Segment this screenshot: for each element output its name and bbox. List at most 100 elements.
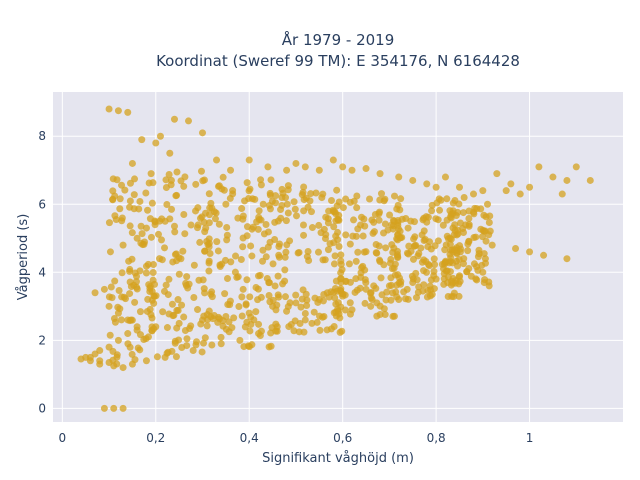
data-point: [465, 222, 473, 230]
data-point: [119, 364, 127, 372]
data-point: [300, 196, 308, 204]
data-point: [197, 167, 205, 175]
data-point: [190, 293, 198, 301]
data-point: [213, 238, 221, 246]
data-point: [404, 295, 412, 303]
data-point: [284, 303, 292, 311]
data-point: [316, 326, 324, 334]
data-point: [230, 314, 238, 322]
data-point: [170, 222, 178, 230]
data-point: [558, 190, 566, 198]
x-axis-label: Signifikant våghöjd (m): [262, 451, 414, 466]
data-point: [308, 224, 316, 232]
x-tick-label: 1: [526, 431, 534, 445]
data-point: [459, 209, 467, 217]
data-point: [229, 187, 237, 195]
data-point: [449, 259, 457, 267]
data-point: [348, 306, 356, 314]
data-point: [192, 180, 200, 188]
data-point: [200, 285, 208, 293]
data-point: [388, 241, 396, 249]
data-point: [223, 231, 231, 239]
data-point: [427, 286, 435, 294]
data-point: [189, 347, 197, 355]
data-point: [459, 260, 467, 268]
data-point: [201, 247, 209, 255]
data-point: [254, 225, 262, 233]
data-point: [180, 313, 188, 321]
data-point: [300, 328, 308, 336]
data-point: [214, 318, 222, 326]
data-point: [307, 208, 315, 216]
data-point: [395, 173, 403, 181]
data-point: [417, 244, 425, 252]
data-point: [114, 336, 122, 344]
data-point: [86, 353, 94, 361]
data-point: [212, 209, 220, 217]
data-point: [387, 255, 395, 263]
data-point: [170, 311, 178, 319]
data-point: [131, 298, 139, 306]
data-point: [243, 179, 251, 187]
data-point: [163, 201, 171, 209]
data-point: [142, 269, 150, 277]
y-tick-label: 2: [38, 333, 46, 347]
data-point: [318, 194, 326, 202]
data-point: [480, 211, 488, 219]
data-point: [465, 238, 473, 246]
data-point: [108, 294, 116, 302]
data-point: [493, 170, 501, 178]
data-point: [440, 280, 448, 288]
data-point: [114, 303, 122, 311]
data-point: [371, 210, 379, 218]
data-point: [382, 244, 390, 252]
data-point: [469, 190, 477, 198]
data-point: [330, 260, 338, 268]
data-point: [526, 248, 534, 256]
data-point: [367, 294, 375, 302]
data-point: [407, 217, 415, 225]
data-point: [205, 235, 213, 243]
data-point: [128, 360, 136, 368]
data-point: [125, 257, 133, 265]
data-point: [324, 219, 332, 227]
data-point: [184, 284, 192, 292]
data-point: [177, 177, 185, 185]
data-point: [118, 217, 126, 225]
data-point: [484, 200, 492, 208]
data-point: [193, 338, 201, 346]
data-point: [172, 353, 180, 361]
data-point: [380, 305, 388, 313]
data-point: [173, 257, 181, 265]
data-point: [425, 261, 433, 269]
data-point: [247, 320, 255, 328]
data-point: [193, 224, 201, 232]
data-point: [205, 259, 213, 267]
data-point: [480, 279, 488, 287]
data-point: [156, 132, 164, 140]
data-point: [301, 163, 309, 171]
data-point: [446, 207, 454, 215]
data-point: [485, 219, 493, 227]
data-point: [334, 236, 342, 244]
data-point: [211, 215, 219, 223]
data-point: [271, 218, 279, 226]
data-point: [239, 215, 247, 223]
data-point: [259, 246, 267, 254]
data-point: [448, 292, 456, 300]
data-point: [404, 224, 412, 232]
data-point: [449, 199, 457, 207]
data-point: [180, 210, 188, 218]
data-point: [149, 269, 157, 277]
points-layer: [77, 105, 594, 412]
data-point: [128, 350, 136, 358]
data-point: [126, 197, 134, 205]
data-point: [165, 275, 173, 283]
data-point: [370, 228, 378, 236]
data-point: [341, 306, 349, 314]
data-point: [264, 228, 272, 236]
data-point: [300, 231, 308, 239]
data-point: [184, 117, 192, 125]
data-point: [171, 228, 179, 236]
data-point: [271, 199, 279, 207]
